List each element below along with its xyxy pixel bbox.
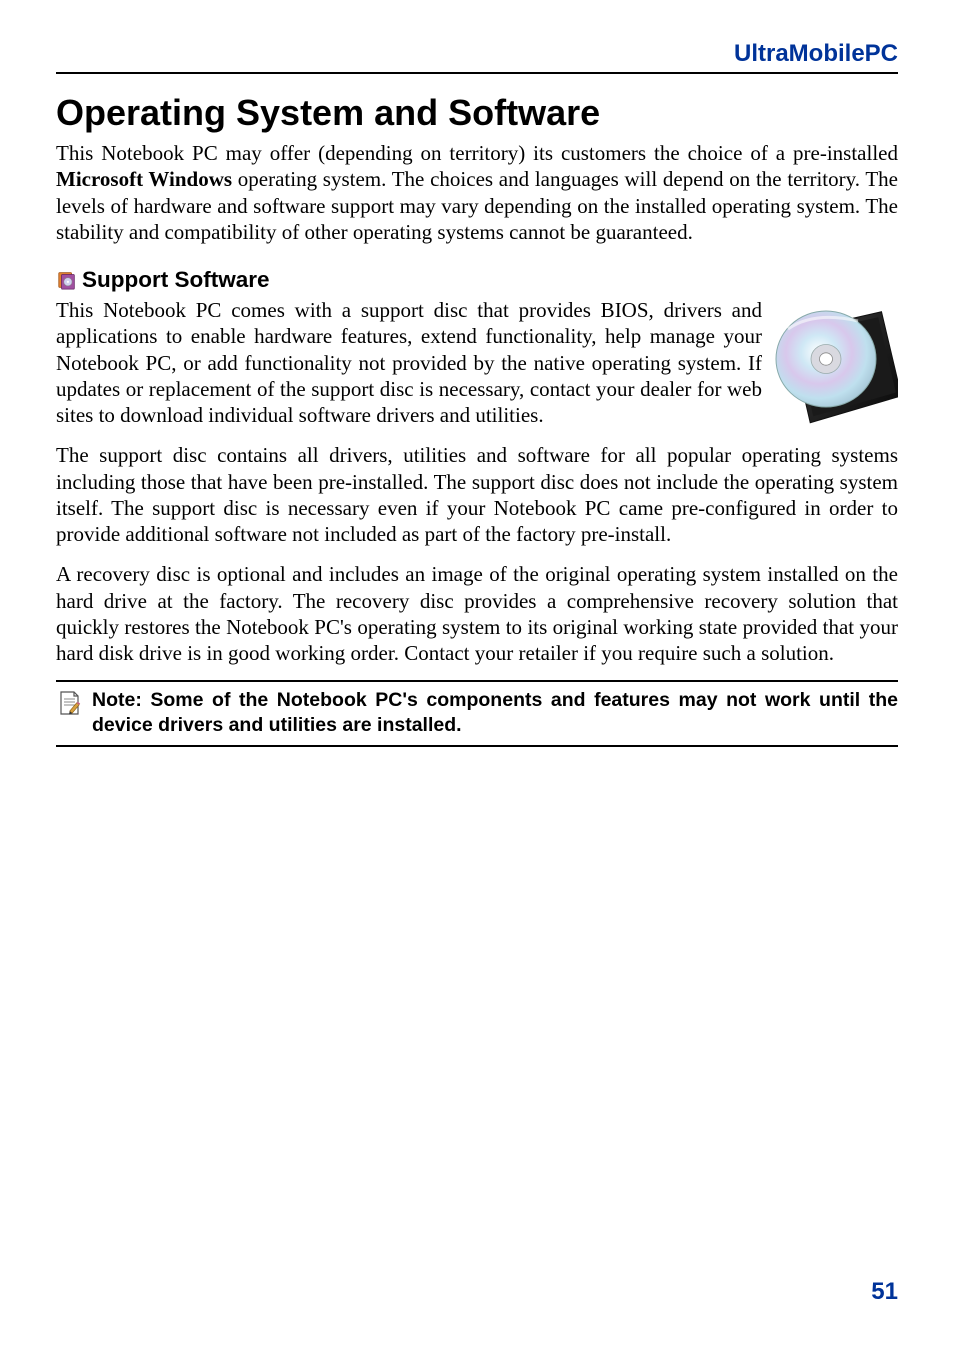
support-heading: Support Software xyxy=(82,267,270,293)
intro-pre: This Notebook PC may offer (depending on… xyxy=(56,141,898,165)
software-box-icon xyxy=(56,269,78,291)
support-para1: This Notebook PC comes with a support di… xyxy=(56,297,762,428)
page-number: 51 xyxy=(871,1278,898,1306)
note-page-icon xyxy=(56,690,82,716)
support-para1-row: This Notebook PC comes with a support di… xyxy=(56,297,898,428)
intro-bold: Microsoft Windows xyxy=(56,167,232,191)
page-title: Operating System and Software xyxy=(56,92,898,134)
support-para3: A recovery disc is optional and includes… xyxy=(56,561,898,666)
product-name: UltraMobilePC xyxy=(734,40,898,67)
intro-paragraph: This Notebook PC may offer (depending on… xyxy=(56,140,898,245)
note-box: Note: Some of the Notebook PC's componen… xyxy=(56,680,898,747)
cd-in-case-illustration xyxy=(768,297,898,427)
support-para2: The support disc contains all drivers, u… xyxy=(56,442,898,547)
support-heading-row: Support Software xyxy=(56,267,898,293)
page-header: UltraMobilePC xyxy=(56,40,898,74)
note-text: Note: Some of the Notebook PC's componen… xyxy=(92,688,898,737)
